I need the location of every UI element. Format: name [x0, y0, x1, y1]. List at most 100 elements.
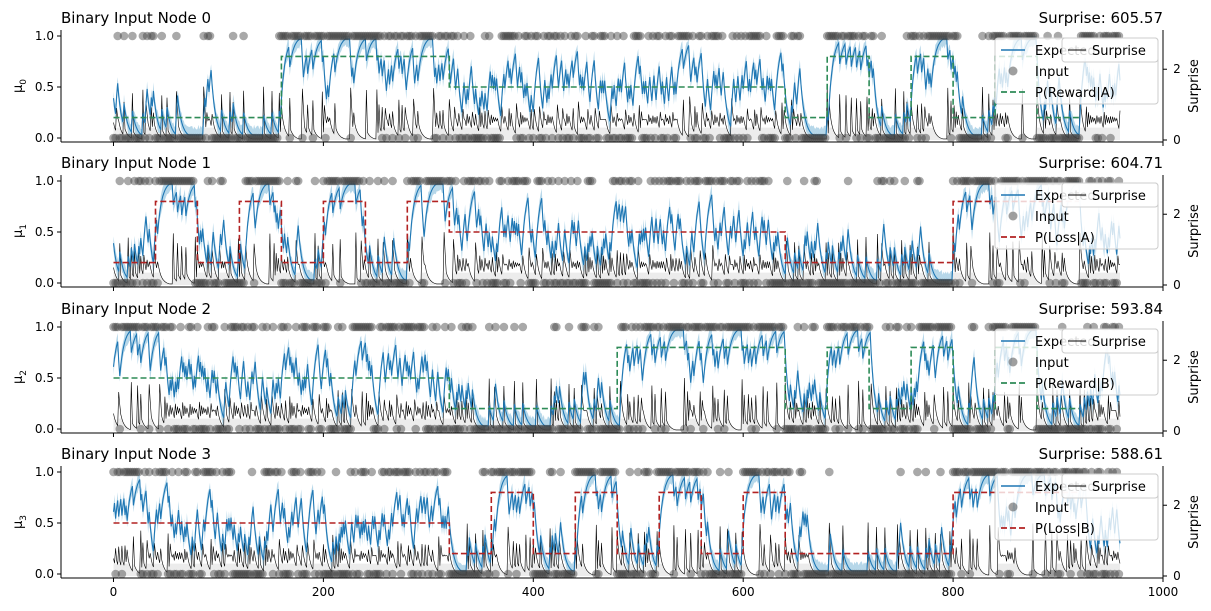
input-point: [793, 278, 803, 287]
input-point: [522, 31, 532, 41]
legend-prob-label: P(Loss|B): [1035, 522, 1095, 537]
input-point: [558, 133, 567, 142]
input-point: [602, 467, 612, 477]
input-point: [396, 278, 406, 287]
input-point: [461, 322, 471, 332]
input-point: [690, 176, 700, 186]
input-point: [1020, 278, 1029, 287]
input-point: [445, 176, 454, 186]
input-point: [386, 467, 395, 477]
input-point: [585, 176, 595, 186]
input-point: [919, 322, 928, 332]
input-point: [522, 176, 532, 186]
input-point: [988, 278, 998, 287]
input-point: [785, 133, 794, 142]
input-point: [829, 569, 838, 578]
input-point: [503, 176, 513, 186]
input-point: [550, 569, 559, 578]
input-point: [415, 176, 425, 186]
input-point: [948, 467, 958, 477]
input-point: [971, 176, 981, 186]
input-point: [348, 569, 358, 578]
input-point: [291, 322, 301, 332]
input-point: [608, 176, 618, 186]
input-point: [317, 278, 326, 287]
input-point: [820, 569, 830, 578]
input-point: [346, 133, 355, 142]
input-point: [405, 322, 414, 332]
y-tick-label: 0.0: [35, 567, 54, 581]
input-point: [554, 133, 563, 142]
input-point: [929, 424, 939, 433]
input-point: [487, 424, 496, 433]
input-point: [535, 424, 544, 433]
input-point: [848, 278, 857, 287]
input-point: [258, 322, 267, 332]
input-point: [602, 278, 612, 287]
input-point: [371, 424, 381, 433]
input-point: [862, 278, 872, 287]
input-point: [661, 424, 670, 433]
input-point: [512, 133, 521, 142]
input-point: [218, 133, 227, 142]
input-point: [820, 133, 830, 142]
input-point: [778, 467, 788, 477]
input-point: [556, 278, 565, 287]
input-point: [478, 424, 488, 433]
input-point: [875, 424, 884, 433]
input-point: [413, 176, 423, 186]
input-point: [350, 467, 360, 477]
input-point: [270, 176, 280, 186]
input-point: [579, 322, 588, 332]
input-point: [887, 278, 897, 287]
input-point: [524, 278, 534, 287]
input-point: [392, 278, 402, 287]
input-point: [497, 467, 507, 477]
input-point: [908, 31, 918, 41]
input-point: [841, 569, 851, 578]
input-point: [159, 133, 169, 142]
input-point: [123, 176, 133, 186]
input-point: [247, 322, 257, 332]
input-point: [491, 278, 500, 287]
input-point: [207, 133, 217, 142]
x-tick-label: 0: [110, 585, 118, 599]
input-point: [338, 176, 347, 186]
input-point: [650, 424, 660, 433]
input-point: [329, 569, 339, 578]
input-point: [212, 467, 221, 477]
legend-surprise-box: [1061, 182, 1159, 208]
input-point: [971, 424, 981, 433]
input-point: [356, 467, 366, 477]
input-point: [545, 278, 555, 287]
input-point: [944, 569, 954, 578]
input-point: [730, 133, 740, 142]
input-point: [440, 278, 450, 287]
input-point: [696, 569, 706, 578]
input-point: [669, 322, 679, 332]
data-layer: [109, 322, 1124, 433]
input-point: [172, 424, 181, 433]
input-point: [214, 569, 223, 578]
input-point: [562, 133, 572, 142]
input-point: [1051, 133, 1061, 142]
input-point: [959, 133, 968, 142]
input-point: [1068, 424, 1077, 433]
input-point: [407, 31, 416, 41]
input-point: [738, 467, 748, 477]
input-point: [140, 176, 150, 186]
input-point: [447, 176, 456, 186]
input-point: [642, 467, 651, 477]
input-point: [659, 176, 668, 186]
input-point: [474, 424, 483, 433]
input-point: [598, 467, 607, 477]
input-point: [436, 569, 446, 578]
input-point: [233, 569, 242, 578]
input-point: [804, 278, 813, 287]
input-point: [331, 424, 341, 433]
input-point: [147, 278, 156, 287]
input-point: [144, 176, 154, 186]
input-point: [256, 133, 265, 142]
input-point: [1074, 133, 1084, 142]
input-point: [463, 569, 473, 578]
